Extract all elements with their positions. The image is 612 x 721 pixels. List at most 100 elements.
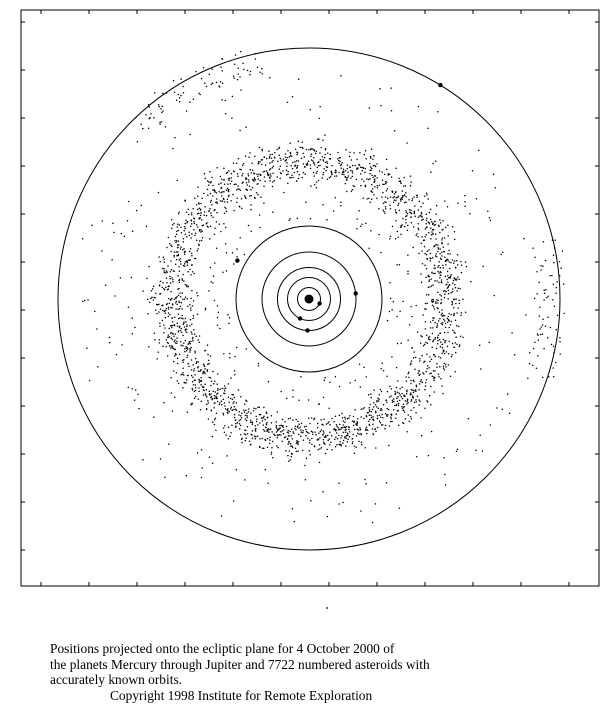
asteroid-point [306, 164, 309, 166]
caption-line-2: the planets Mercury through Jupiter and … [50, 656, 430, 672]
asteroid-point [189, 351, 191, 353]
asteroid-point [447, 318, 450, 321]
asteroid-point [310, 148, 313, 150]
asteroid-point [230, 432, 232, 434]
asteroid-point [213, 418, 216, 421]
asteroid-point [289, 142, 291, 145]
asteroid-point [348, 417, 350, 419]
asteroid-point [384, 205, 387, 208]
asteroid-point [163, 401, 165, 404]
asteroid-point [243, 253, 246, 256]
asteroid-point [148, 345, 150, 348]
asteroid-point [441, 312, 444, 315]
asteroid-point [229, 408, 232, 410]
asteroid-point [393, 130, 396, 132]
asteroid-point [380, 368, 382, 370]
asteroid-point [435, 255, 438, 258]
asteroid-point [442, 392, 444, 395]
asteroid-point [561, 250, 564, 252]
asteroid-point [316, 426, 319, 429]
planet-venus [297, 316, 303, 321]
asteroid-point [183, 280, 185, 282]
asteroid-point [172, 79, 175, 82]
asteroid-point [175, 240, 178, 242]
asteroid-point [427, 275, 430, 278]
asteroid-point [291, 167, 294, 170]
asteroid-point [364, 428, 367, 430]
asteroid-point [208, 456, 211, 459]
asteroid-point [204, 372, 206, 375]
asteroid-point [361, 223, 363, 225]
asteroid-point [378, 207, 380, 210]
asteroid-point [429, 338, 431, 341]
asteroid-point [442, 365, 445, 367]
asteroid-point [184, 250, 186, 252]
asteroid-point [220, 66, 222, 68]
asteroid-point [300, 157, 303, 159]
asteroid-point [250, 443, 252, 446]
asteroid-point [376, 426, 379, 429]
asteroid-point [539, 333, 542, 336]
asteroid-point [228, 170, 230, 172]
asteroid-point [380, 407, 382, 410]
asteroid-point [436, 326, 438, 328]
asteroid-point [161, 105, 164, 108]
asteroid-point [157, 351, 160, 353]
asteroid-point [167, 312, 170, 314]
asteroid-point [302, 431, 304, 434]
asteroid-point [212, 282, 214, 284]
asteroid-point [441, 242, 443, 245]
asteroid-point [415, 456, 418, 458]
asteroid-point [182, 334, 184, 337]
asteroid-point [203, 365, 206, 368]
asteroid-point [187, 213, 190, 216]
asteroid-point [326, 434, 329, 437]
asteroid-point [539, 306, 541, 308]
asteroid-point [339, 441, 342, 443]
asteroid-point [348, 428, 350, 431]
asteroid-point [221, 191, 224, 193]
asteroid-point [430, 285, 433, 287]
asteroid-point [394, 237, 397, 240]
asteroid-point [215, 81, 218, 84]
asteroid-point [370, 393, 372, 395]
asteroid-point [171, 317, 174, 320]
asteroid-point [392, 408, 395, 411]
asteroid-point [161, 304, 163, 307]
asteroid-point [333, 421, 335, 423]
asteroid-point [175, 300, 178, 303]
asteroid-point [365, 429, 367, 432]
asteroid-point [178, 211, 180, 213]
asteroid-point [396, 196, 399, 199]
asteroid-point [200, 384, 202, 386]
asteroid-point [172, 278, 174, 281]
asteroid-point [297, 443, 299, 446]
asteroid-point [399, 198, 402, 201]
asteroid-point [449, 275, 452, 278]
asteroid-point [406, 398, 409, 401]
asteroid-point [181, 278, 183, 280]
asteroid-point [178, 265, 180, 268]
asteroid-point [366, 412, 369, 414]
asteroid-point [324, 161, 327, 164]
asteroid-point [442, 338, 445, 341]
asteroid-point [279, 157, 281, 160]
asteroid-point [381, 179, 384, 181]
asteroid-point [159, 308, 162, 310]
asteroid-point [212, 184, 214, 187]
asteroid-point [448, 249, 450, 252]
orbit-ring [57, 47, 561, 551]
asteroid-point [353, 420, 356, 423]
asteroid-point [328, 438, 331, 440]
asteroid-point [152, 299, 155, 301]
asteroid-point [244, 433, 247, 436]
asteroid-point [395, 413, 397, 415]
asteroid-point [381, 413, 383, 416]
asteroid-point [423, 343, 426, 346]
asteroid-point [401, 407, 404, 410]
asteroid-point [371, 191, 374, 194]
asteroid-point [429, 321, 432, 323]
asteroid-point [320, 146, 322, 149]
asteroid-point [376, 197, 378, 200]
asteroid-point [329, 153, 331, 156]
